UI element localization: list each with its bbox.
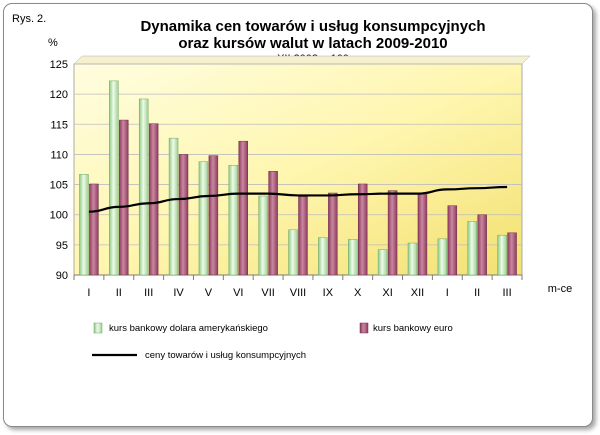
x-axis-label: m-ce: [548, 283, 572, 295]
x-tick-label: XI: [382, 287, 392, 299]
x-tick-label: VI: [233, 287, 243, 299]
y-tick-label: 90: [56, 270, 68, 282]
bar-usd: [467, 221, 477, 276]
bar-usd: [138, 98, 149, 276]
bar-usd: [437, 238, 448, 276]
plot-background: [73, 63, 523, 276]
x-tick-label: I: [446, 287, 449, 299]
bar-eur: [387, 190, 398, 276]
legend-label-cpi: ceny towarów i usług konsumpcyjnych: [145, 350, 306, 361]
x-tick-label: V: [205, 287, 213, 299]
legend-label-eur: kurs bankowy euro: [373, 323, 453, 334]
figure-label: Rys. 2.: [12, 13, 46, 25]
chart-title-line2: oraz kursów walut w latach 2009-2010: [178, 35, 447, 52]
legend-label-usd: kurs bankowy dolara amerykańskiego: [109, 323, 268, 334]
bar-eur: [178, 154, 189, 276]
x-tick-label: II: [116, 287, 122, 299]
x-tick-label: III: [502, 287, 511, 299]
y-tick-label: 120: [50, 89, 68, 101]
bar-usd: [79, 174, 89, 276]
bar-eur: [357, 183, 368, 276]
bar-eur: [298, 196, 308, 276]
bar-eur: [417, 192, 428, 276]
bar-eur: [208, 155, 219, 276]
bar-usd: [407, 242, 418, 276]
bar-usd: [258, 195, 268, 276]
x-tick-label: VIII: [290, 287, 307, 299]
y-tick-label: 115: [50, 119, 68, 131]
legend-swatch-usd: [93, 322, 103, 334]
y-tick-label: 95: [56, 240, 68, 252]
legend-swatch-eur: [359, 322, 369, 334]
y-tick-label: 105: [50, 180, 68, 192]
legend: kurs bankowy dolara amerykańskiego kurs b…: [92, 322, 453, 361]
bar-usd: [497, 234, 507, 276]
bar-usd: [228, 165, 239, 276]
x-tick-label: XII: [411, 287, 424, 299]
x-tick-label: IX: [323, 287, 334, 299]
bar-usd: [198, 161, 209, 276]
bar-eur: [507, 232, 517, 276]
y-tick-label: 125: [50, 59, 68, 71]
bar-usd: [288, 229, 298, 276]
bar-eur: [268, 171, 278, 276]
bar-eur: [477, 214, 487, 276]
x-tick-label: VII: [261, 287, 274, 299]
x-tick-label: X: [354, 287, 362, 299]
bar-usd: [348, 239, 358, 276]
plot-top-wall: [73, 55, 531, 65]
bar-usd: [109, 80, 119, 276]
x-tick-label: III: [144, 287, 153, 299]
chart-title: Dynamika cen towarów i usług konsumpcyjn…: [140, 18, 485, 35]
x-tick-label: I: [87, 287, 90, 299]
x-tick-label: II: [474, 287, 480, 299]
bar-eur: [328, 192, 338, 276]
bar-eur: [148, 123, 159, 276]
x-tick-label: IV: [173, 287, 184, 299]
y-axis-label: %: [48, 37, 58, 49]
bar-eur: [89, 183, 99, 276]
y-tick-label: 110: [50, 149, 68, 161]
bar-usd: [168, 137, 179, 276]
bar-eur: [119, 119, 129, 276]
y-tick-label: 100: [50, 210, 68, 222]
bar-usd: [318, 237, 328, 276]
bar-usd: [377, 249, 388, 276]
bar-eur: [447, 205, 458, 276]
bar-eur: [238, 140, 248, 276]
